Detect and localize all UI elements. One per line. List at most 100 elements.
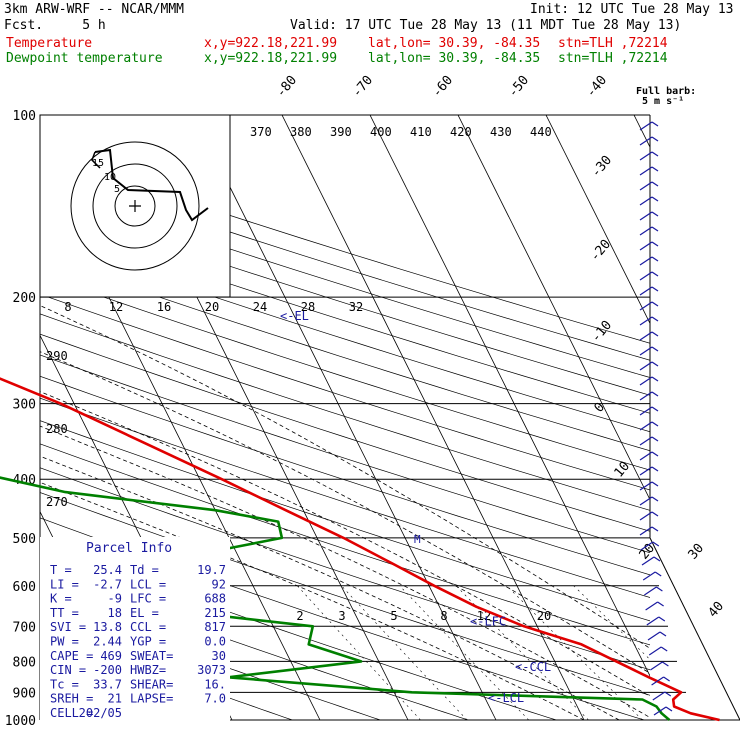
param-label-2: HWBZ= [130,663,166,677]
wind-barb-flag [651,376,659,382]
isotherm-line [545,115,650,325]
dry-adiabat [40,255,650,452]
wind-barb [646,616,660,626]
isotherm-label: -60 [430,73,457,101]
mixing-ratio-label: 2 [296,609,303,623]
param-value: -2.7 [93,577,122,591]
param-value-2: 0.0 [204,635,226,649]
param-value-2: 92 [212,577,226,591]
wind-barb-flag [651,466,659,472]
wind-barb-flag [651,331,659,337]
wind-barb [648,646,662,656]
wind-barb [653,706,667,716]
moist-adiabat [40,455,620,720]
wind-barb-flag [651,196,659,202]
dry-adiabat [40,467,650,671]
wind-barb-flag [659,631,667,637]
temperature-latlon: lat,lon= 30.39, -84.35 [368,36,541,51]
temperature-line [0,377,720,722]
wind-barb [640,541,654,551]
dewpoint-legend: Dewpoint temperature [6,51,163,66]
wind-barb [639,136,653,146]
param-label: Tc = [50,677,79,691]
wind-barb [652,691,666,701]
theta-label: 440 [530,125,552,139]
mixing-ratio-line [455,585,589,720]
wind-barb-flag [662,661,669,667]
dewpoint-latlon: lat,lon= 30.39, -84.35 [368,51,541,66]
hodograph-trace-head [91,151,101,169]
parcel-info-box [40,537,230,727]
isotherm-label: -80 [274,73,301,101]
wind-barb-flag [651,526,659,532]
mixing-ratio-label: 20 [537,609,551,623]
hodograph-ring-label: 15 [92,158,104,169]
param-value: 18 [108,606,122,620]
param-value-2: 215 [204,606,226,620]
wind-barb [642,571,656,581]
wind-barb [639,316,653,326]
theta-label-low: 270 [46,495,68,509]
dry-adiabat [40,313,650,511]
wind-barb-flag [651,121,659,127]
mixing-ratio-label: 8 [440,609,447,623]
param-label-2: LCL = [130,577,166,591]
param-label-2: SWEAT= [130,649,173,663]
plot-skew-border [649,537,740,721]
wind-barb-flag [651,436,659,442]
level-marker: <-EL [280,309,309,323]
wind-barb [639,151,653,161]
hodograph-ring [114,185,156,227]
barb-legend-line2: 5 m s⁻¹ [642,96,684,107]
wind-barb [639,361,653,371]
wind-barb [647,631,661,641]
wind-barb-flag [651,286,659,292]
param-value-2: 3073 [197,663,226,677]
wind-barb [639,451,653,461]
hodograph-ring-label: 10 [104,172,116,183]
wind-speed-label: 8 [64,300,71,314]
wind-barb-flag [654,571,662,577]
dry-adiabat [40,397,650,598]
pressure-label: 900 [13,686,36,701]
pressure-label: 600 [13,580,36,595]
isotherm-label: -20 [588,237,615,265]
level-marker: <-LFC [470,615,506,629]
hodograph-origin [129,200,141,212]
param-value: 21 [108,692,122,706]
moist-adiabat [40,351,650,674]
wind-barb [651,676,664,686]
parcel-info-title: Parcel Info [86,541,172,556]
dry-adiabat [40,420,650,622]
isotherm-label: -10 [589,318,616,346]
param-label-2: LFC = [130,592,166,606]
wind-barb [639,181,653,191]
param-label: SREH = [50,692,93,706]
pressure-label: 300 [13,398,36,413]
isotherm-line [193,115,497,720]
level-marker: <-CCL [515,660,551,674]
dry-adiabat [40,375,650,576]
param-value: 33.7 [93,677,122,691]
wind-barb-flag [653,556,661,562]
param-value: 202/05 [79,706,122,720]
wind-barb-flag [651,211,659,217]
isotherm-label: 30 [686,541,708,563]
wind-barb-flag [651,166,659,172]
mixing-ratio-line [297,585,421,720]
wind-barb [639,406,653,416]
dry-adiabat [40,443,650,646]
pressure-label: 200 [13,291,36,306]
wind-barb [639,496,653,506]
theta-label: 430 [490,125,512,139]
dry-adiabat [40,492,650,696]
param-value-2: 16. [204,677,226,691]
theta-label: 420 [450,125,472,139]
isotherm-label: 0 [592,400,609,416]
param-label: PW = [50,635,79,649]
wind-barb-flag [651,511,659,517]
param-value: 13.8 [93,620,122,634]
mixing-ratio-line [506,585,643,720]
barb-legend-line1: Full barb: [636,86,696,97]
